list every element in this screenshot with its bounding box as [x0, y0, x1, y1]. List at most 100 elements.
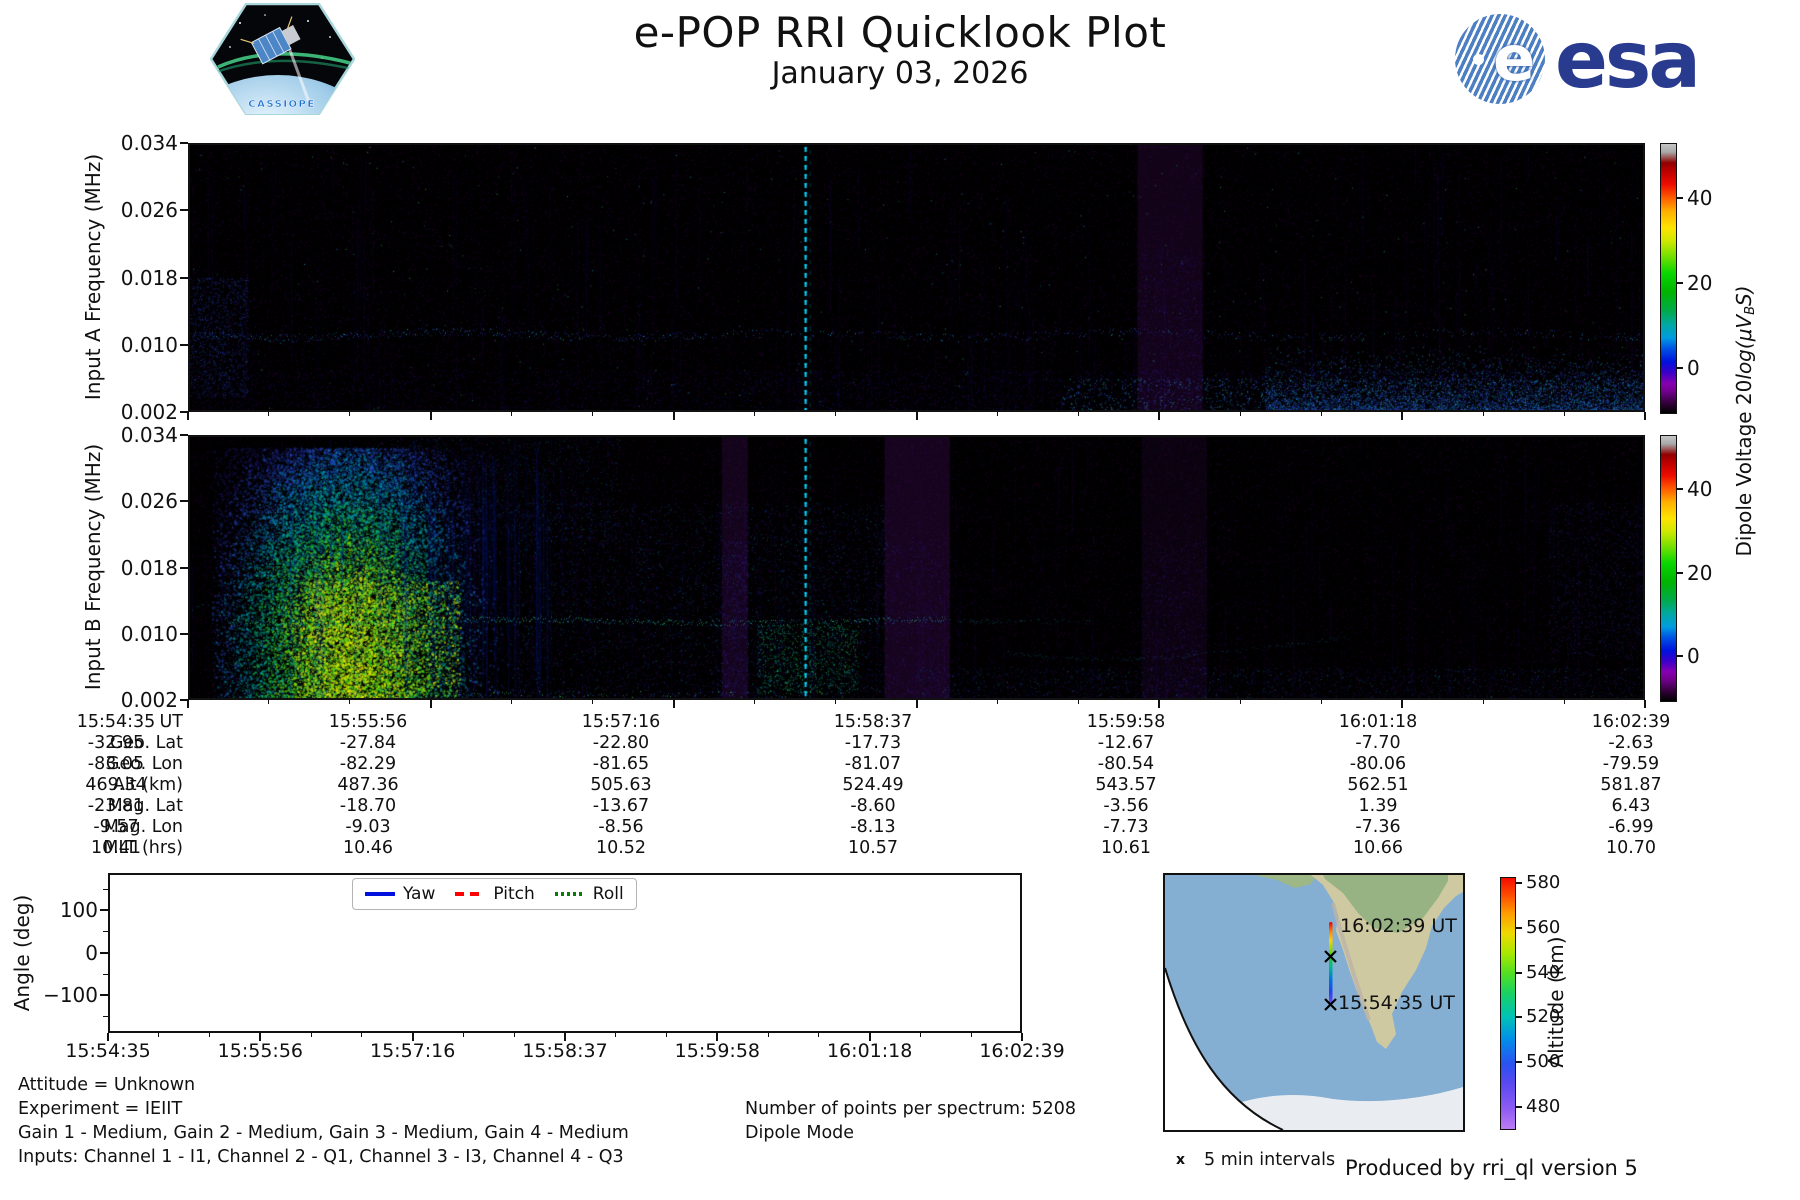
angle-xminor-tick-mark: [970, 1033, 972, 1037]
freq-tick-label: 0.010: [120, 621, 178, 646]
time-minor-tick-mark: [349, 412, 351, 416]
angle-ytick-mark: [100, 909, 108, 911]
angle-xminor-tick-mark: [310, 1033, 312, 1037]
angle-xtick-label: 16:02:39: [979, 1040, 1065, 1062]
angle-xtick-mark: [716, 1033, 719, 1041]
ephemeris-value: 15:55:56: [328, 712, 408, 732]
ephemeris-value: -7.70: [1355, 733, 1401, 753]
ephemeris-value: 16:01:18: [1338, 712, 1418, 732]
freq-tick-mark: [180, 411, 188, 413]
time-minor-tick-mark: [1482, 412, 1484, 416]
freq-tick-label: 0.002: [120, 688, 178, 712]
ephemeris-value: -32.95: [87, 733, 145, 753]
time-tick-mark: [429, 412, 432, 420]
ephemeris-value: 15:58:37: [833, 712, 913, 732]
angle-xtick-label: 15:57:16: [369, 1040, 456, 1062]
ephemeris-value: 10.57: [847, 838, 899, 858]
ephemeris-value: 10.46: [342, 838, 394, 858]
ephemeris-value: 562.51: [1347, 775, 1409, 795]
dipole-label-main: Dipole Voltage 20: [1731, 379, 1756, 557]
ephemeris-value: -79.59: [1602, 754, 1660, 774]
time-tick-mark: [187, 700, 189, 708]
ephemeris-value: 10.41: [90, 838, 142, 858]
time-tick-mark: [1158, 412, 1161, 420]
time-tick-mark: [1158, 700, 1161, 708]
time-minor-tick-mark: [835, 412, 837, 416]
yaw-line-swatch: [365, 892, 395, 896]
ephemeris-value: -22.80: [592, 733, 650, 753]
time-tick-mark: [1644, 412, 1646, 420]
angle-xminor-tick-mark: [818, 1033, 820, 1037]
dipole-colorbar-b: [1660, 435, 1677, 702]
ephemeris-value: 15:59:58: [1086, 712, 1166, 732]
freq-tick-mark: [180, 632, 188, 635]
colorbar-tick-mark: [1677, 655, 1683, 658]
freq-tick-mark: [180, 276, 188, 279]
freq-tick-label: 0.026: [120, 198, 178, 223]
angle-ytick-label: 0: [85, 940, 98, 965]
ephemeris-value: 15:54:35: [76, 712, 156, 732]
altitude-tick-mark: [1516, 882, 1522, 885]
angle-xminor-tick-mark: [513, 1033, 515, 1037]
ephemeris-value: 469.34: [85, 775, 147, 795]
ground-track-map: 16:02:39 UT 15:54:35 UT: [1163, 873, 1465, 1132]
time-tick-mark: [915, 412, 918, 420]
altitude-tick-mark: [1516, 1105, 1522, 1108]
colorbar-tick-label: 0: [1687, 355, 1700, 380]
altitude-tick-label: 500: [1526, 1050, 1561, 1072]
inputs-text: Inputs: Channel 1 - I1, Channel 2 - Q1, …: [18, 1147, 624, 1167]
ephemeris-row-label: Mag. Lat: [107, 796, 183, 816]
angle-xtick-mark: [107, 1033, 109, 1041]
ephemeris-value: 6.43: [1611, 796, 1651, 816]
legend-item-yaw: Yaw: [365, 884, 435, 904]
angle-xminor-tick-mark: [209, 1033, 211, 1037]
cassiope-mission-patch: CASSIOPE: [209, 2, 356, 116]
colorbar-tick-label: 40: [1687, 477, 1713, 502]
freq-tick-mark: [180, 500, 188, 503]
time-minor-tick-mark: [835, 700, 837, 704]
cassiope-patch-icon: CASSIOPE: [209, 2, 356, 116]
angle-yminor-tick-mark: [103, 973, 108, 975]
freq-tick-label: 0.034: [120, 131, 178, 155]
time-minor-tick-mark: [1320, 700, 1322, 704]
gains-text: Gain 1 - Medium, Gain 2 - Medium, Gain 3…: [18, 1123, 629, 1143]
map-antarctica: [1203, 1087, 1463, 1130]
dipole-label-close: ): [1731, 285, 1756, 294]
legend-label: Pitch: [493, 884, 535, 904]
ephemeris-value: -8.60: [850, 796, 896, 816]
ephemeris-value: -6.99: [1608, 817, 1654, 837]
ephemeris-value: 10.66: [1352, 838, 1404, 858]
freq-tick-mark: [180, 566, 188, 569]
angle-xminor-tick-mark: [615, 1033, 617, 1037]
freq-tick-mark: [180, 142, 188, 144]
angle-ytick-label: −100: [43, 983, 98, 1007]
angle-xminor-tick-mark: [158, 1033, 160, 1037]
input-b-ylabel: Input B Frequency (MHz): [81, 443, 105, 691]
altitude-colorbar: [1500, 877, 1516, 1130]
input-b-spectrogram: [190, 437, 1643, 698]
legend-label: Roll: [592, 884, 624, 904]
map-interval-marker-2: [1324, 998, 1337, 1011]
ephemeris-value: -81.65: [592, 754, 650, 774]
ephemeris-value: -8.13: [850, 817, 896, 837]
esa-wordmark: esa: [1555, 16, 1701, 106]
freq-tick-label: 0.018: [120, 555, 178, 580]
angle-xtick-mark: [1021, 1033, 1023, 1041]
pitch-line-swatch: [455, 892, 486, 896]
time-minor-tick-mark: [1077, 700, 1079, 704]
altitude-tick-label: 580: [1526, 872, 1561, 894]
ephemeris-value: -23.81: [87, 796, 145, 816]
angle-xminor-tick-mark: [462, 1033, 464, 1037]
time-minor-tick-mark: [1563, 412, 1565, 416]
map-central-america: [1255, 875, 1317, 888]
input-a-spectrogram: [190, 145, 1643, 410]
time-minor-tick-mark: [996, 700, 998, 704]
plot-date: January 03, 2026: [771, 56, 1029, 91]
ephemeris-value: 10.52: [595, 838, 647, 858]
colorbar-tick-mark: [1677, 488, 1683, 491]
ephemeris-value: -80.54: [1097, 754, 1155, 774]
ephemeris-value: -81.07: [844, 754, 902, 774]
map-amazon: [1323, 875, 1448, 933]
angle-yminor-tick-mark: [103, 888, 108, 890]
time-minor-tick-mark: [511, 412, 513, 416]
